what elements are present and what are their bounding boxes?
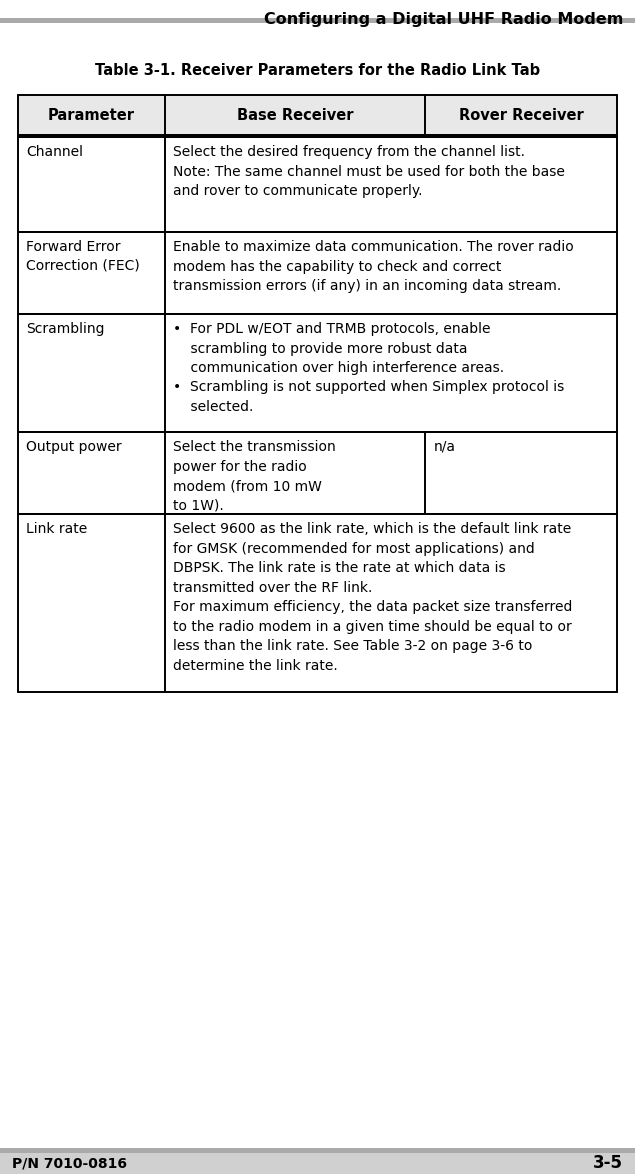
Text: Channel: Channel	[26, 146, 83, 158]
Bar	[18, 514, 617, 691]
Bar	[0, 1148, 635, 1153]
Bar	[18, 432, 617, 514]
Bar	[18, 95, 617, 137]
Text: Link rate: Link rate	[26, 522, 87, 537]
Bar	[0, 18, 635, 23]
Bar	[18, 514, 164, 691]
Bar	[18, 95, 164, 137]
Text: Configuring a Digital UHF Radio Modem: Configuring a Digital UHF Radio Modem	[264, 12, 623, 27]
Text: 3-5: 3-5	[593, 1154, 623, 1173]
Bar	[18, 134, 617, 135]
Text: Select 9600 as the link rate, which is the default link rate
for GMSK (recommend: Select 9600 as the link rate, which is t…	[173, 522, 572, 673]
Bar	[18, 137, 164, 232]
Bar	[164, 514, 617, 691]
Bar	[18, 313, 617, 432]
Text: Rover Receiver: Rover Receiver	[458, 108, 584, 123]
Bar	[425, 95, 617, 137]
Bar	[18, 232, 617, 313]
Bar	[18, 136, 617, 137]
Bar	[164, 95, 425, 137]
Text: Enable to maximize data communication. The rover radio
modem has the capability : Enable to maximize data communication. T…	[173, 239, 573, 294]
Text: P/N 7010-0816: P/N 7010-0816	[12, 1156, 127, 1170]
Text: •  For PDL w/EOT and TRMB protocols, enable
    scrambling to provide more robus: • For PDL w/EOT and TRMB protocols, enab…	[173, 322, 564, 414]
Text: Select the desired frequency from the channel list.
Note: The same channel must : Select the desired frequency from the ch…	[173, 146, 565, 198]
Text: Forward Error
Correction (FEC): Forward Error Correction (FEC)	[26, 239, 140, 272]
Bar	[0, 1153, 635, 1174]
Text: Scrambling: Scrambling	[26, 322, 105, 336]
Bar	[18, 137, 617, 232]
Text: Select the transmission
power for the radio
modem (from 10 mW
to 1W).: Select the transmission power for the ra…	[173, 440, 335, 513]
Bar	[18, 432, 164, 514]
Text: Base Receiver: Base Receiver	[237, 108, 353, 123]
Bar	[164, 313, 617, 432]
Text: n/a: n/a	[433, 440, 455, 454]
Bar	[18, 232, 164, 313]
Bar	[425, 432, 617, 514]
Bar	[164, 137, 617, 232]
Bar	[164, 432, 425, 514]
Bar	[164, 232, 617, 313]
Text: Output power: Output power	[26, 440, 122, 454]
Text: Table 3-1. Receiver Parameters for the Radio Link Tab: Table 3-1. Receiver Parameters for the R…	[95, 63, 540, 77]
Bar	[18, 313, 164, 432]
Text: Parameter: Parameter	[48, 108, 135, 123]
Bar	[18, 95, 617, 137]
